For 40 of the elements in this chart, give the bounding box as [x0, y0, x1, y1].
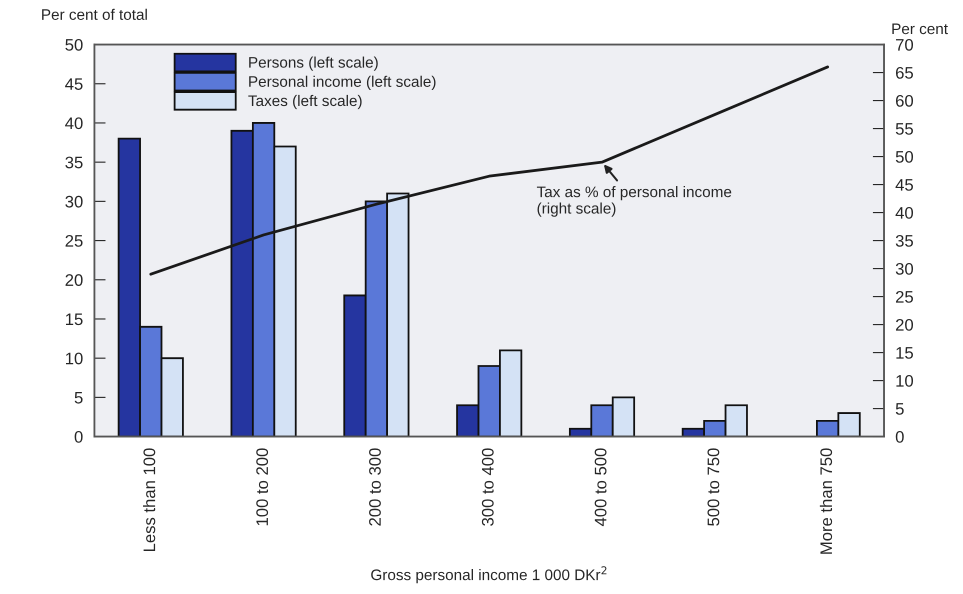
x-tick-label: More than 750: [820, 448, 832, 554]
y-tick-label: 5: [74, 392, 83, 404]
x-axis-title: Gross personal income 1 000 DKr$^{2}$: [371, 566, 606, 584]
y2-tick-label: 45: [896, 179, 913, 191]
y-tick-label: 10: [66, 352, 83, 364]
y2-tick-label: 65: [896, 66, 913, 79]
x-tick-label: Less than 100: [143, 448, 156, 552]
y2-axis-title: Per cent: [892, 24, 948, 34]
y-tick-label: 25: [66, 234, 83, 247]
y-tick-label: 40: [65, 117, 83, 130]
x-tick-label: 400 to 500: [594, 448, 606, 526]
y2-tick-label: 55: [896, 123, 913, 135]
x-tick-label: 500 to 750: [707, 448, 720, 526]
y2-tick-label: 0: [896, 430, 904, 443]
y2-tick-label: 10: [896, 374, 914, 387]
y-tick-label: 30: [65, 196, 83, 208]
annotation: Tax as % of personal income (right scale): [536, 186, 732, 217]
legend-label: Personal income (left scale): [249, 76, 436, 90]
x-tick-label: 100 to 200: [256, 448, 268, 526]
y-tick-label: 20: [66, 274, 83, 286]
y2-tick-label: 30: [896, 262, 914, 275]
y2-tick-label: 5: [896, 403, 904, 415]
y2-tick-label: 70: [896, 38, 914, 51]
legend-label: Taxes (left scale): [248, 94, 362, 110]
legend-label: Persons (left scale): [249, 56, 378, 71]
y2-tick-label: 35: [896, 234, 913, 247]
y-axis-title: Per cent of total: [42, 8, 147, 20]
y2-tick-label: 40: [896, 206, 914, 219]
y-tick-label: 45: [65, 78, 83, 90]
y-tick-label: 35: [65, 156, 83, 168]
y2-tick-label: 60: [896, 94, 914, 107]
y-tick-label: 50: [65, 38, 83, 51]
x-tick-label: 200 to 300: [369, 448, 381, 526]
y-tick-label: 0: [74, 430, 83, 443]
y2-tick-label: 25: [896, 290, 913, 303]
x-tick-label: 300 to 400: [482, 448, 494, 526]
y2-tick-label: 50: [896, 150, 914, 163]
y-tick-label: 15: [66, 314, 83, 326]
y2-tick-label: 20: [896, 318, 914, 331]
y2-tick-label: 15: [896, 347, 913, 359]
